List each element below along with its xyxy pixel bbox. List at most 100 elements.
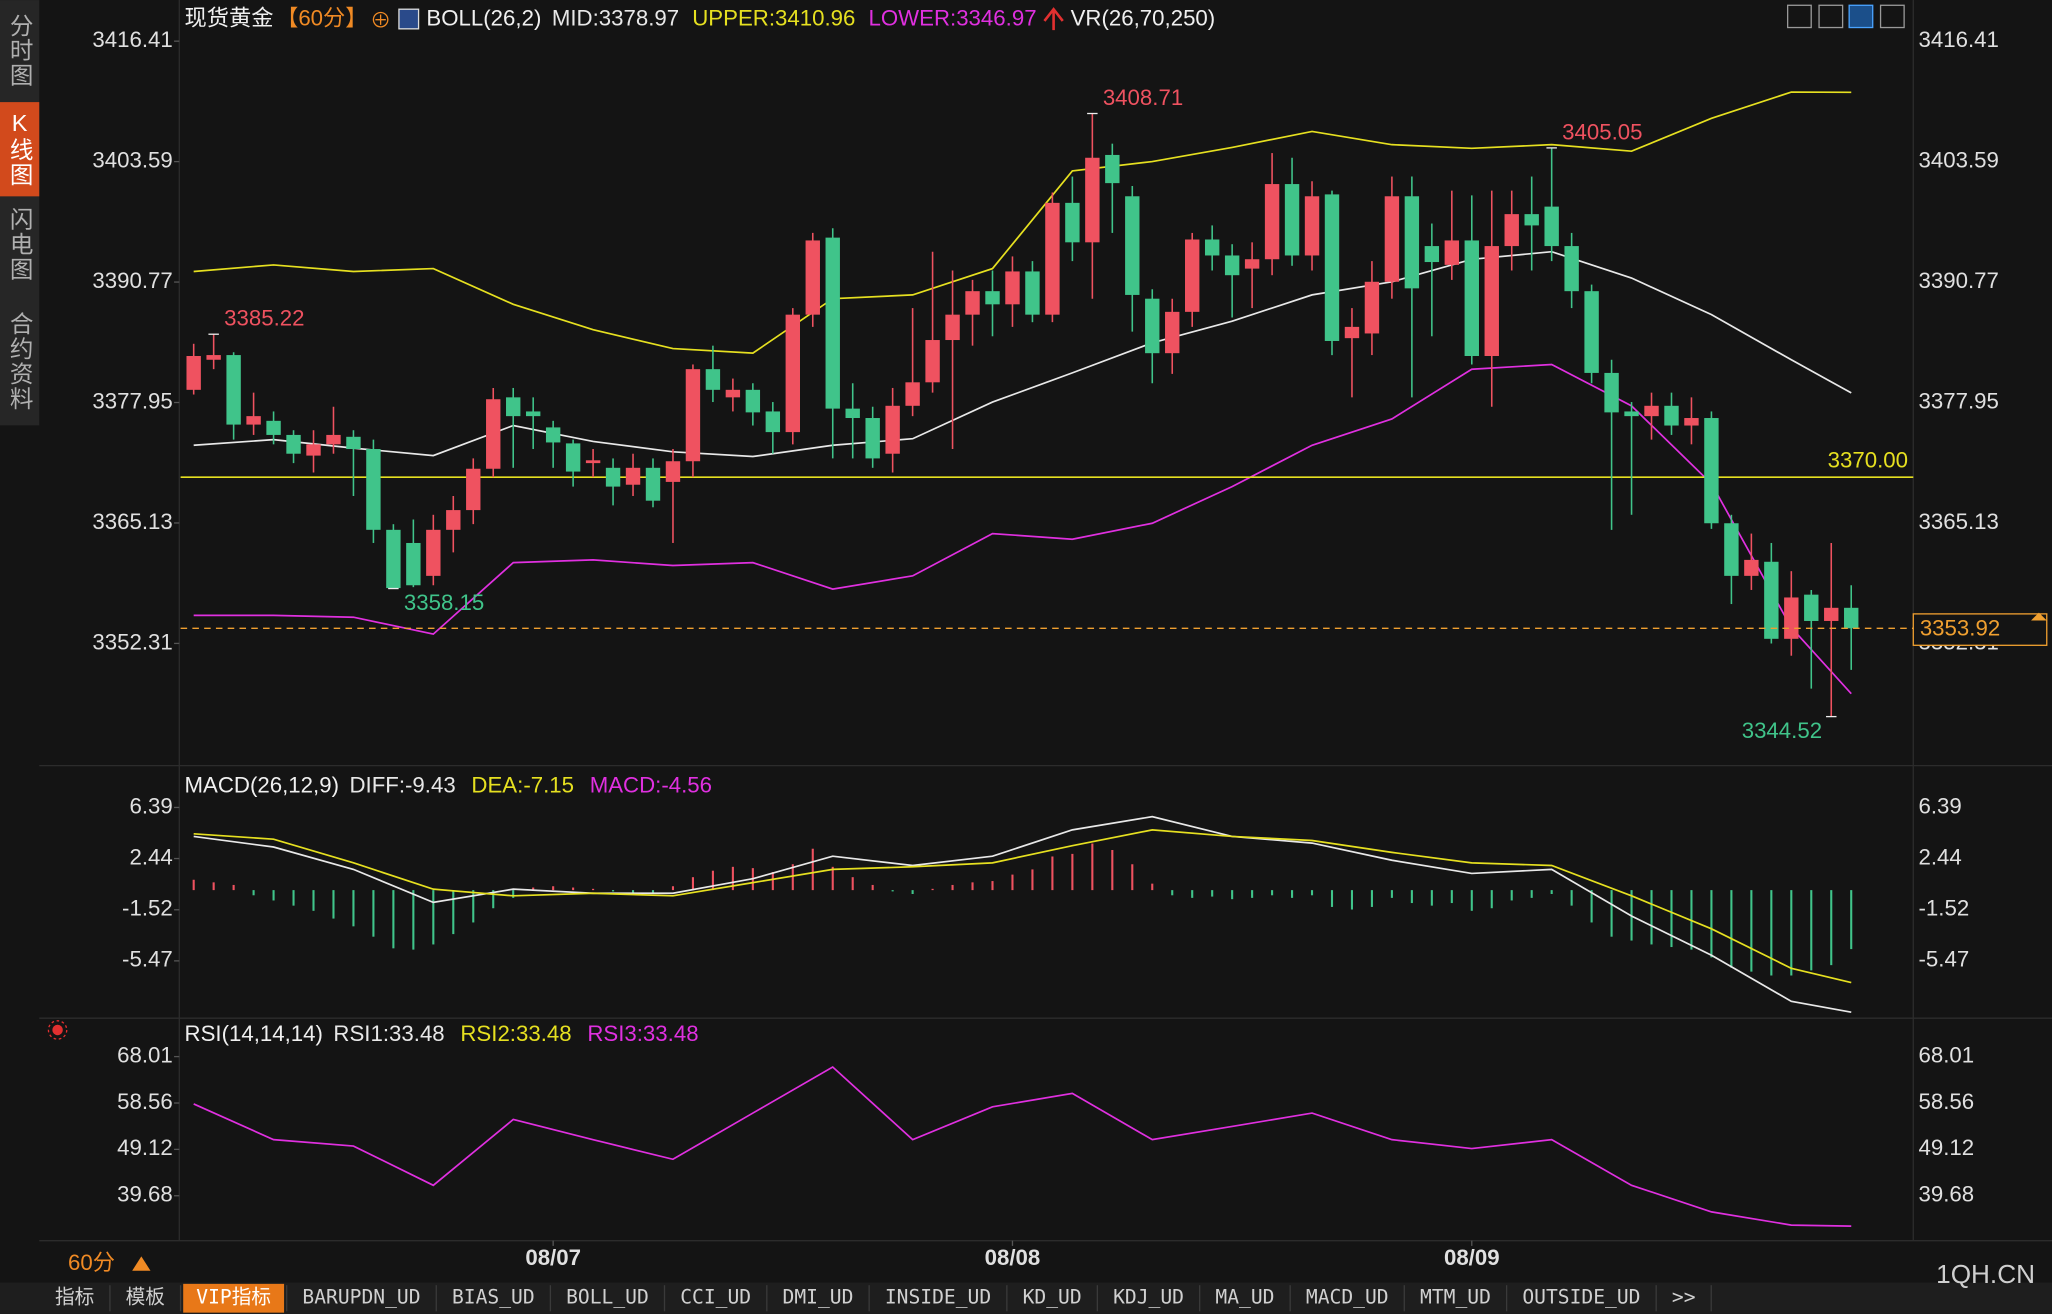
candle-body	[1125, 196, 1140, 295]
tool-icon[interactable]	[1879, 4, 1905, 29]
bottom-tab[interactable]: CCI_UD	[680, 1286, 751, 1309]
period-arrow[interactable]	[132, 1256, 151, 1271]
add-icon[interactable]	[375, 14, 386, 25]
sidebar-tab[interactable]: 闪电图	[7, 207, 33, 282]
y-tick-label: 49.12	[117, 1135, 173, 1160]
bottom-tab[interactable]: VIP指标	[196, 1286, 271, 1309]
toolbar[interactable]	[1786, 4, 1905, 29]
bottom-tab[interactable]: INSIDE_UD	[885, 1286, 991, 1309]
candle-body	[905, 382, 920, 406]
x-tick-label: 08/08	[985, 1245, 1041, 1270]
candle-body	[1444, 240, 1460, 265]
y-tick-label: 2.44	[129, 844, 172, 869]
candle-body	[1544, 206, 1559, 247]
candle-body	[1344, 326, 1360, 339]
candle-body	[506, 397, 521, 417]
tab-bg[interactable]	[183, 1283, 285, 1313]
candle-body	[1664, 405, 1679, 426]
candle-body	[326, 434, 341, 445]
period-tag: 【60分】	[276, 6, 367, 31]
candle-body	[286, 434, 301, 454]
legend-label: RSI2:33.48	[460, 1021, 571, 1046]
indicator-name: RSI(14,14,14)	[185, 1021, 323, 1046]
bottom-tab[interactable]: MACD_UD	[1306, 1286, 1389, 1309]
candle-body	[1744, 559, 1759, 576]
last-price-box	[1912, 613, 2048, 646]
sidebar-tab-bg[interactable]	[0, 102, 40, 197]
candle-body	[1484, 246, 1499, 357]
candle-body	[1644, 405, 1659, 417]
y-tick-label-right: 39.68	[1919, 1182, 1975, 1207]
candle-body	[1185, 239, 1200, 312]
candle-body	[1065, 202, 1080, 243]
candle-body	[366, 449, 381, 530]
bottom-tab[interactable]: OUTSIDE_UD	[1522, 1286, 1640, 1309]
y-tick-label: 68.01	[117, 1042, 173, 1067]
indicator-line	[193, 91, 1852, 354]
alert-icon	[47, 1020, 68, 1040]
bottom-bar	[0, 1282, 2052, 1314]
candle-body	[1504, 214, 1519, 247]
period-label[interactable]: 60分	[68, 1250, 115, 1275]
tool-icon[interactable]	[1818, 4, 1844, 29]
candle-body	[1704, 418, 1719, 524]
indicator-icon[interactable]	[398, 8, 420, 30]
candle-body	[685, 369, 701, 462]
candle-body	[1025, 271, 1040, 315]
sidebar	[0, 0, 40, 426]
bottom-tab[interactable]: KDJ_UD	[1113, 1286, 1184, 1309]
y-tick-label: 3390.77	[92, 268, 172, 293]
bottom-tab[interactable]: BARUPDN_UD	[302, 1286, 420, 1309]
tool-icon[interactable]	[1786, 4, 1812, 29]
candle-body	[765, 411, 781, 433]
bottom-tab[interactable]: 指标	[55, 1286, 94, 1309]
sidebar-tab[interactable]: 合约资料	[7, 311, 34, 411]
candle-body	[865, 418, 880, 459]
candle-body	[486, 399, 501, 469]
candle-body	[1364, 281, 1380, 334]
candle-body	[1524, 214, 1539, 226]
x-tick-label: 08/09	[1444, 1245, 1500, 1270]
candle-body	[1304, 196, 1320, 256]
y-tick-label-right: 58.56	[1919, 1089, 1975, 1114]
x-tick-label: 08/07	[525, 1245, 581, 1270]
y-tick-label: 3403.59	[92, 147, 172, 172]
candle-body	[186, 356, 201, 390]
candle-body	[745, 389, 761, 413]
candle-body	[1244, 259, 1260, 269]
bottom-tab[interactable]: BIAS_UD	[452, 1286, 535, 1309]
candle-body	[386, 529, 401, 589]
add-icon[interactable]	[372, 11, 389, 28]
sidebar-tab[interactable]: K线图	[7, 110, 33, 187]
indicator-line	[193, 829, 1852, 984]
candle-body	[665, 461, 681, 482]
candle-body	[1584, 291, 1599, 373]
candle-body	[605, 467, 621, 487]
bottom-tab[interactable]: DMI_UD	[783, 1286, 854, 1309]
candle-body	[1204, 239, 1220, 256]
bottom-tab[interactable]: MTM_UD	[1420, 1286, 1491, 1309]
candle-body	[845, 408, 860, 419]
last-price-marker	[2031, 612, 2047, 621]
candle-body	[1324, 194, 1340, 341]
y-tick-label-right: 2.44	[1919, 844, 1962, 869]
bottom-tab[interactable]: 模板	[126, 1286, 165, 1309]
bottom-tab[interactable]: MA_UD	[1215, 1286, 1274, 1309]
y-tick-label-right: 3390.77	[1919, 268, 1999, 293]
tool-icon[interactable]	[1848, 4, 1874, 29]
indicator-name: MACD(26,12,9)	[185, 772, 339, 797]
indicator-line	[193, 250, 1852, 458]
brand: 1QH.CN	[1936, 1259, 2035, 1289]
candle-body	[1145, 298, 1160, 354]
candle-body	[1684, 418, 1699, 426]
candle-body	[1564, 246, 1579, 292]
sidebar-tab[interactable]: 分时图	[7, 13, 33, 88]
bottom-tab[interactable]: KD_UD	[1023, 1286, 1082, 1309]
candle-body	[625, 467, 641, 485]
bottom-tab[interactable]: >>	[1672, 1286, 1696, 1309]
candle-body	[266, 420, 281, 435]
bottom-tab[interactable]: BOLL_UD	[566, 1286, 649, 1309]
high-label: 3405.05	[1562, 119, 1642, 144]
